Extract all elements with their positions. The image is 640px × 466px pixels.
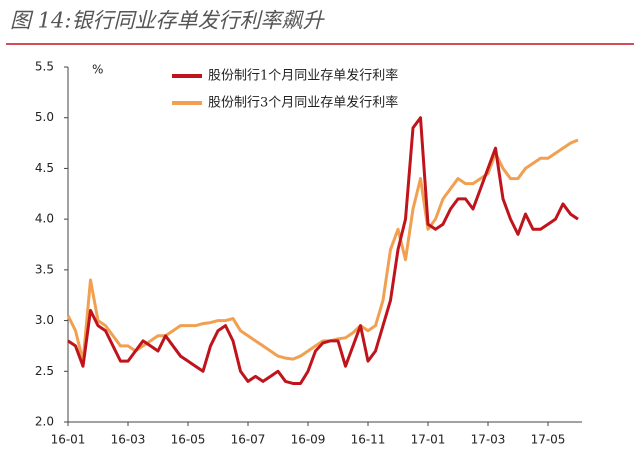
y-tick-label: 2.5 (35, 364, 54, 378)
line-series (66, 138, 579, 363)
line-series (67, 116, 579, 385)
chart-title: 图 14:银行同业存单发行利率飙升 (10, 9, 325, 33)
y-unit: % (92, 63, 103, 77)
y-tick-label: 5.0 (35, 110, 54, 124)
y-tick-label: 4.0 (35, 212, 54, 226)
x-tick-label: 16-05 (171, 433, 206, 447)
y-tick-label: 5.5 (35, 60, 54, 74)
x-tick-label: 16-07 (231, 433, 266, 447)
x-tick-label: 17-05 (531, 433, 566, 447)
x-tick-label: 17-01 (411, 433, 446, 447)
x-tick-label: 16-01 (51, 433, 86, 447)
legend-label: 股份制行1个月同业存单发行利率 (208, 68, 398, 84)
x-tick-label: 16-03 (111, 433, 146, 447)
x-tick-label: 16-09 (291, 433, 326, 447)
y-tick-label: 3.0 (35, 313, 54, 327)
y-tick-label: 2.0 (35, 415, 54, 429)
y-tick-label: 4.5 (35, 161, 54, 175)
legend-label: 股份制行3个月同业存单发行利率 (208, 95, 398, 111)
x-tick-label: 16-11 (351, 433, 386, 447)
y-tick-label: 3.5 (35, 262, 54, 276)
x-tick-label: 17-03 (471, 433, 506, 447)
